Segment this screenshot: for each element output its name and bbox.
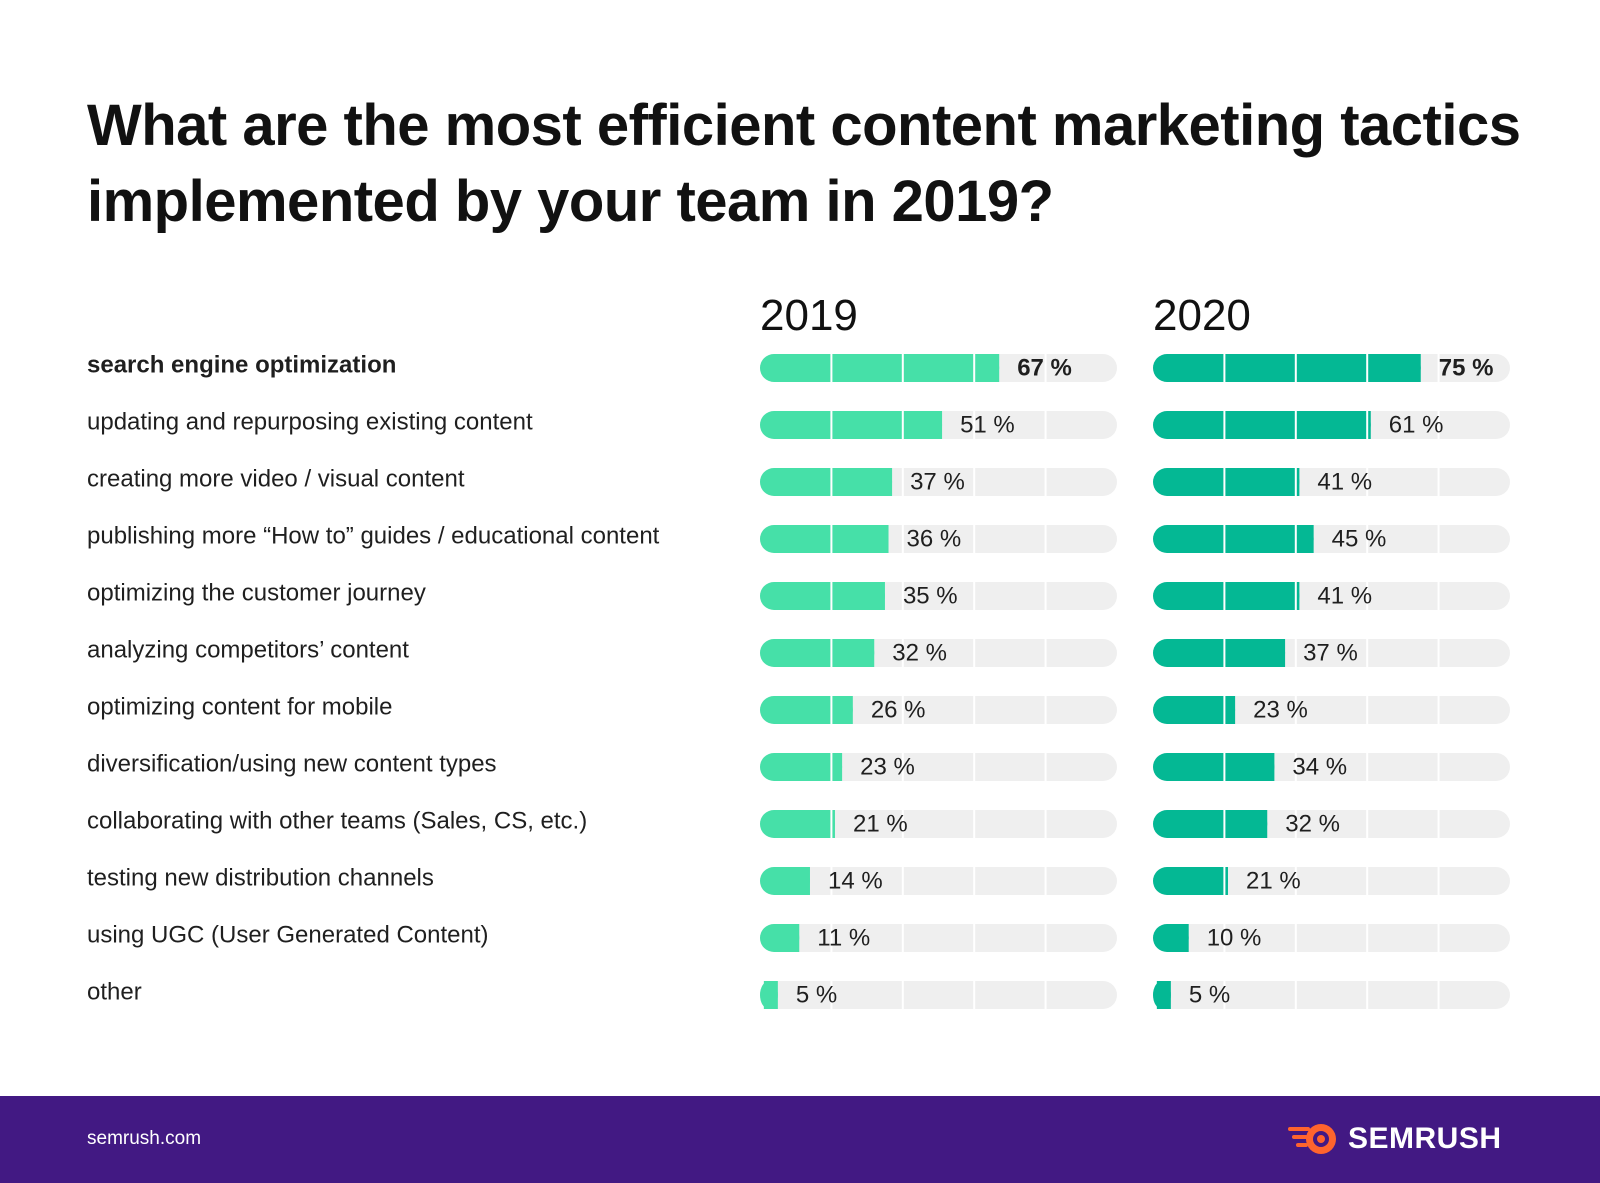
series-header-2020: 2020 bbox=[1153, 291, 1251, 340]
value-label: 21 % bbox=[853, 810, 908, 837]
value-label: 61 % bbox=[1389, 411, 1444, 438]
bar-2019 bbox=[760, 525, 889, 553]
value-label: 23 % bbox=[860, 753, 915, 780]
bar-2020 bbox=[1153, 867, 1228, 895]
bar-end-2020 bbox=[1285, 582, 1300, 610]
bar-end-2019 bbox=[820, 810, 835, 838]
brand-name: SEMRUSH bbox=[1348, 1122, 1502, 1155]
value-label: 41 % bbox=[1317, 582, 1372, 609]
value-label: 37 % bbox=[910, 468, 965, 495]
bar-2019 bbox=[760, 468, 893, 496]
bar-end-2019 bbox=[838, 696, 853, 724]
bar-2019 bbox=[760, 753, 843, 781]
bar-end-2020 bbox=[1253, 810, 1268, 838]
bar-end-2019 bbox=[763, 981, 778, 1009]
footer: semrush.com SEMRUSH bbox=[0, 1096, 1600, 1183]
bar-2019 bbox=[760, 696, 853, 724]
bar-2019 bbox=[760, 810, 835, 838]
bar-2020 bbox=[1153, 354, 1421, 382]
semrush-flame-icon bbox=[1288, 1124, 1336, 1154]
bar-end-2019 bbox=[860, 639, 875, 667]
category-label: creating more video / visual content bbox=[87, 465, 465, 492]
value-label: 14 % bbox=[828, 867, 883, 894]
value-label: 10 % bbox=[1207, 924, 1262, 951]
value-label: 21 % bbox=[1246, 867, 1301, 894]
category-label: search engine optimization bbox=[87, 351, 396, 378]
bar-2020 bbox=[1153, 411, 1371, 439]
bar-end-2020 bbox=[1260, 753, 1275, 781]
bar-end-2020 bbox=[1213, 867, 1228, 895]
bar-track bbox=[1153, 981, 1510, 1009]
bar-end-2020 bbox=[1174, 924, 1189, 952]
value-label: 26 % bbox=[871, 696, 926, 723]
bar-end-2020 bbox=[1285, 468, 1300, 496]
value-label: 51 % bbox=[960, 411, 1015, 438]
bar-2019 bbox=[760, 354, 1000, 382]
value-label: 67 % bbox=[1017, 354, 1072, 381]
bar-end-2019 bbox=[785, 924, 800, 952]
bar-2020 bbox=[1153, 810, 1268, 838]
bar-2020 bbox=[1153, 582, 1300, 610]
bar-end-2019 bbox=[928, 411, 943, 439]
category-label: collaborating with other teams (Sales, C… bbox=[87, 807, 587, 834]
bar-track bbox=[1153, 696, 1510, 724]
bar-track bbox=[760, 810, 1117, 838]
category-label: testing new distribution channels bbox=[87, 864, 434, 891]
bar-end-2020 bbox=[1156, 981, 1171, 1009]
value-label: 37 % bbox=[1303, 639, 1358, 666]
value-label: 75 % bbox=[1439, 354, 1494, 381]
bar-end-2019 bbox=[874, 525, 889, 553]
bar-track bbox=[1153, 924, 1510, 952]
series-header-2019: 2019 bbox=[760, 291, 858, 340]
bar-track bbox=[760, 867, 1117, 895]
bar-end-2020 bbox=[1221, 696, 1236, 724]
category-label: publishing more “How to” guides / educat… bbox=[87, 522, 660, 549]
category-label: optimizing content for mobile bbox=[87, 693, 392, 720]
bar-2019 bbox=[760, 411, 943, 439]
value-label: 36 % bbox=[907, 525, 962, 552]
bar-2020 bbox=[1153, 753, 1275, 781]
bar-end-2019 bbox=[878, 468, 893, 496]
value-label: 34 % bbox=[1292, 753, 1347, 780]
category-label: analyzing competitors’ content bbox=[87, 636, 409, 663]
bar-2020 bbox=[1153, 639, 1286, 667]
bar-end-2020 bbox=[1406, 354, 1421, 382]
category-label: optimizing the customer journey bbox=[87, 579, 426, 606]
value-label: 5 % bbox=[796, 981, 837, 1008]
bar-end-2020 bbox=[1356, 411, 1371, 439]
bar-2019 bbox=[760, 582, 885, 610]
bar-end-2020 bbox=[1271, 639, 1286, 667]
value-label: 45 % bbox=[1332, 525, 1387, 552]
bar-2020 bbox=[1153, 525, 1314, 553]
bar-end-2019 bbox=[795, 867, 810, 895]
bar-chart: 2019 2020 search engine optimization 67 % 75… bbox=[87, 291, 1510, 1009]
value-label: 32 % bbox=[1285, 810, 1340, 837]
footer-url[interactable]: semrush.com bbox=[87, 1128, 202, 1149]
value-label: 23 % bbox=[1253, 696, 1308, 723]
bar-2020 bbox=[1153, 696, 1236, 724]
bar-track bbox=[760, 753, 1117, 781]
bar-end-2020 bbox=[1299, 525, 1314, 553]
bar-track bbox=[760, 924, 1117, 952]
bar-end-2019 bbox=[985, 354, 1000, 382]
page-title: What are the most efficient content mark… bbox=[87, 93, 1521, 234]
category-label: other bbox=[87, 978, 142, 1005]
category-label: diversification/using new content types bbox=[87, 750, 497, 777]
value-label: 35 % bbox=[903, 582, 958, 609]
bar-2019 bbox=[760, 639, 875, 667]
value-label: 5 % bbox=[1189, 981, 1230, 1008]
bar-track bbox=[1153, 867, 1510, 895]
brand-logo[interactable]: SEMRUSH bbox=[1288, 1118, 1502, 1160]
bar-end-2019 bbox=[828, 753, 843, 781]
category-label: updating and repurposing existing conten… bbox=[87, 408, 533, 435]
category-label: using UGC (User Generated Content) bbox=[87, 921, 489, 948]
bar-track bbox=[760, 981, 1117, 1009]
value-label: 32 % bbox=[892, 639, 947, 666]
value-label: 11 % bbox=[817, 924, 870, 951]
value-label: 41 % bbox=[1317, 468, 1372, 495]
bar-end-2019 bbox=[870, 582, 885, 610]
bar-2020 bbox=[1153, 468, 1300, 496]
